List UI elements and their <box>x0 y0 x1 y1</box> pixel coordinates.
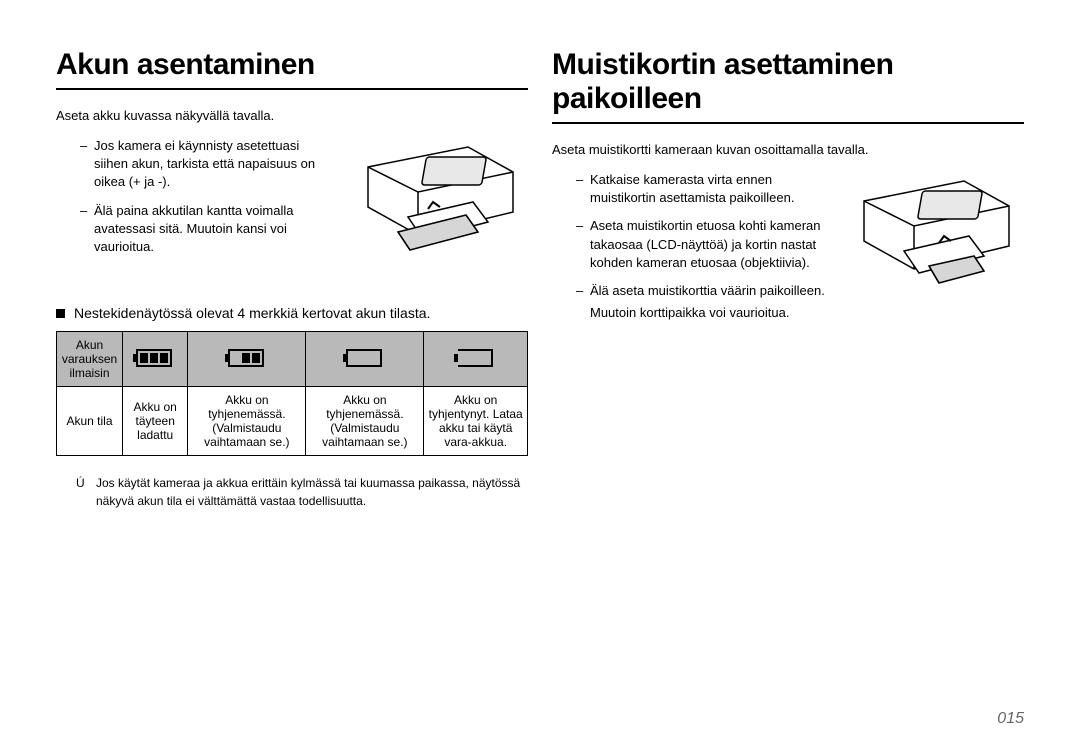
intro-right: Aseta muistikortti kameraan kuvan osoitt… <box>552 142 1024 157</box>
battery-icon-cell <box>424 332 528 387</box>
battery-icon-cell <box>188 332 306 387</box>
bullets-left: Jos kamera ei käynnisty asetettuasi siih… <box>56 137 336 266</box>
content-row-right: Katkaise kamerasta virta ennen muistikor… <box>552 171 1024 332</box>
bullet-item: Katkaise kamerasta virta ennen muistikor… <box>576 171 832 207</box>
footnote: Ú Jos käytät kameraa ja akkua erittäin k… <box>56 474 528 510</box>
heading-right: Muistikortin asettaminen paikoilleen <box>552 48 1024 124</box>
table-cell: Akku on tyhjenemässä. (Valmistaudu vaiht… <box>188 387 306 456</box>
battery-empty-icon <box>454 347 498 369</box>
bullets-right: Katkaise kamerasta virta ennen muistikor… <box>552 171 832 332</box>
table-header-label: Akun varauksen ilmaisin <box>57 332 123 387</box>
battery-status-table: Akun varauksen ilmaisin <box>56 331 528 456</box>
battery-low-icon <box>343 347 387 369</box>
battery-icon-cell <box>123 332 188 387</box>
table-row-label: Akun tila <box>57 387 123 456</box>
heading-left: Akun asentaminen <box>56 48 528 90</box>
table-cell: Akku on tyhjenemässä. (Valmistaudu vaiht… <box>306 387 424 456</box>
bullet-item: Älä paina akkutilan kantta voimalla avat… <box>80 202 336 257</box>
battery-illustration <box>348 137 528 277</box>
footnote-text: Jos käytät kameraa ja akkua erittäin kyl… <box>96 476 520 508</box>
bullet-item: Älä aseta muistikorttia väärin paikoille… <box>576 282 832 300</box>
table-cell: Akku on tyhjentynyt. Lataa akku tai käyt… <box>424 387 528 456</box>
footnote-mark: Ú <box>76 474 85 492</box>
sub-bullet: Nestekidenäytössä olevat 4 merkkiä kerto… <box>56 305 528 321</box>
page-number: 015 <box>997 710 1024 728</box>
intro-left: Aseta akku kuvassa näkyvällä tavalla. <box>56 108 528 123</box>
left-column: Akun asentaminen Aseta akku kuvassa näky… <box>56 48 528 510</box>
battery-icon-cell <box>306 332 424 387</box>
camera-battery-icon <box>348 137 528 277</box>
bullet-item: Aseta muistikortin etuosa kohti kameran … <box>576 217 832 272</box>
camera-memorycard-icon <box>844 171 1024 311</box>
bullet-item: Jos kamera ei käynnisty asetettuasi siih… <box>80 137 336 192</box>
right-column: Muistikortin asettaminen paikoilleen Ase… <box>552 48 1024 510</box>
table-cell: Akku on täyteen ladattu <box>123 387 188 456</box>
battery-full-icon <box>133 347 177 369</box>
bullet-extra: Muutoin korttipaikka voi vaurioitua. <box>576 304 832 322</box>
memorycard-illustration <box>844 171 1024 311</box>
content-row-left: Jos kamera ei käynnisty asetettuasi siih… <box>56 137 528 277</box>
battery-mid-icon <box>225 347 269 369</box>
